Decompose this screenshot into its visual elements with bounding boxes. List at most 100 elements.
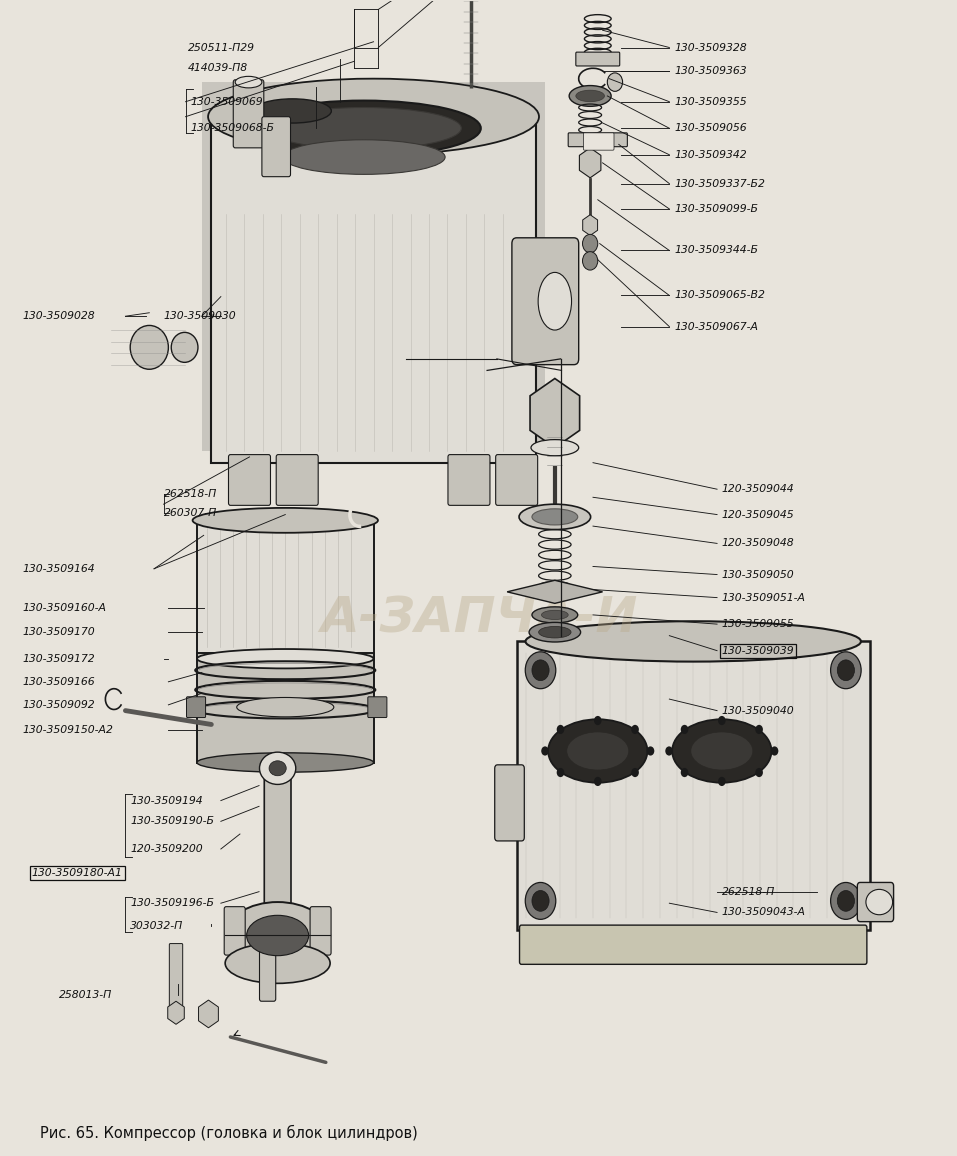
Circle shape	[831, 652, 861, 689]
Circle shape	[557, 768, 565, 777]
FancyBboxPatch shape	[367, 697, 387, 718]
Text: 130-3509164: 130-3509164	[22, 564, 95, 573]
Ellipse shape	[208, 79, 539, 155]
Ellipse shape	[532, 607, 578, 623]
Text: 130-3509363: 130-3509363	[674, 66, 746, 75]
Circle shape	[680, 725, 688, 734]
Ellipse shape	[267, 108, 461, 149]
Ellipse shape	[254, 98, 331, 123]
FancyBboxPatch shape	[197, 520, 373, 659]
Circle shape	[542, 747, 549, 756]
FancyBboxPatch shape	[517, 642, 870, 929]
FancyBboxPatch shape	[259, 929, 276, 1001]
Circle shape	[770, 747, 778, 756]
FancyBboxPatch shape	[211, 117, 536, 462]
Circle shape	[837, 660, 855, 681]
Ellipse shape	[672, 719, 771, 783]
Ellipse shape	[576, 90, 605, 102]
Ellipse shape	[192, 507, 378, 533]
Circle shape	[632, 725, 639, 734]
Text: 130-3509172: 130-3509172	[22, 654, 95, 664]
Circle shape	[583, 235, 598, 253]
FancyBboxPatch shape	[520, 925, 867, 964]
Text: Рис. 65. Компрессор (головка и блок цилиндров): Рис. 65. Компрессор (головка и блок цили…	[39, 1125, 417, 1141]
Text: 130-3509166: 130-3509166	[22, 676, 95, 687]
FancyBboxPatch shape	[169, 943, 183, 1009]
Text: 130-3509069: 130-3509069	[190, 97, 263, 106]
Text: 303032-П: 303032-П	[130, 921, 184, 932]
Text: 130-3509092: 130-3509092	[22, 699, 95, 710]
Ellipse shape	[569, 86, 612, 106]
Circle shape	[837, 890, 855, 911]
FancyBboxPatch shape	[187, 697, 206, 718]
Text: 130-3509056: 130-3509056	[674, 124, 746, 133]
Text: 414039-П8: 414039-П8	[188, 64, 248, 73]
FancyBboxPatch shape	[584, 133, 614, 150]
FancyBboxPatch shape	[576, 52, 620, 66]
Text: 250511-П29: 250511-П29	[188, 43, 255, 52]
Ellipse shape	[259, 753, 296, 785]
Ellipse shape	[247, 101, 480, 156]
Text: 262518-П: 262518-П	[722, 887, 775, 897]
Text: 262518-П: 262518-П	[164, 489, 217, 499]
Text: 130-3509355: 130-3509355	[674, 97, 746, 106]
Text: 120-3509048: 120-3509048	[722, 539, 794, 548]
FancyBboxPatch shape	[495, 765, 524, 840]
Text: 130-3509150-А2: 130-3509150-А2	[22, 725, 113, 735]
FancyBboxPatch shape	[229, 454, 271, 505]
FancyBboxPatch shape	[568, 133, 628, 147]
Text: 130-3509180-А1: 130-3509180-А1	[32, 868, 122, 879]
Circle shape	[755, 725, 763, 734]
Text: 258013-П: 258013-П	[58, 991, 112, 1000]
Ellipse shape	[548, 719, 647, 783]
Circle shape	[532, 890, 549, 911]
FancyBboxPatch shape	[496, 454, 538, 505]
Ellipse shape	[866, 889, 893, 914]
Circle shape	[755, 768, 763, 777]
Ellipse shape	[283, 140, 445, 175]
FancyBboxPatch shape	[448, 454, 490, 505]
Polygon shape	[507, 580, 603, 603]
Text: 130-3509196-Б: 130-3509196-Б	[130, 898, 214, 909]
FancyBboxPatch shape	[234, 80, 264, 148]
Ellipse shape	[539, 627, 571, 638]
Text: 130-3509043-А: 130-3509043-А	[722, 907, 806, 918]
Circle shape	[647, 747, 655, 756]
Text: 130-3509328: 130-3509328	[674, 43, 746, 52]
Text: 130-3509190-Б: 130-3509190-Б	[130, 816, 214, 827]
Ellipse shape	[542, 610, 568, 620]
Ellipse shape	[225, 943, 330, 984]
Ellipse shape	[531, 439, 579, 455]
Text: 260307-П: 260307-П	[164, 509, 217, 518]
Ellipse shape	[532, 509, 578, 525]
FancyBboxPatch shape	[224, 906, 245, 955]
Circle shape	[557, 725, 565, 734]
Circle shape	[525, 882, 556, 919]
Circle shape	[525, 652, 556, 689]
Text: 130-3509068-Б: 130-3509068-Б	[190, 124, 275, 133]
Text: 130-3509030: 130-3509030	[164, 311, 236, 321]
Circle shape	[532, 660, 549, 681]
Text: 130-3509051-А: 130-3509051-А	[722, 593, 806, 602]
Circle shape	[680, 768, 688, 777]
Ellipse shape	[225, 902, 330, 969]
Circle shape	[831, 882, 861, 919]
Ellipse shape	[235, 76, 262, 88]
FancyBboxPatch shape	[197, 653, 373, 763]
FancyBboxPatch shape	[310, 906, 331, 955]
Ellipse shape	[236, 697, 334, 717]
Ellipse shape	[525, 621, 861, 661]
Text: 130-3509028: 130-3509028	[22, 311, 95, 321]
Circle shape	[594, 777, 602, 786]
Ellipse shape	[529, 622, 581, 642]
FancyBboxPatch shape	[202, 82, 545, 451]
Ellipse shape	[130, 326, 168, 369]
Text: 130-3509050: 130-3509050	[722, 570, 794, 579]
Ellipse shape	[538, 273, 571, 331]
Text: 130-3509039: 130-3509039	[722, 646, 794, 655]
Text: 120-3509200: 120-3509200	[130, 844, 203, 854]
Text: 130-3509160-А: 130-3509160-А	[22, 603, 106, 613]
FancyBboxPatch shape	[277, 454, 318, 505]
Ellipse shape	[247, 916, 309, 956]
Text: 130-3509194: 130-3509194	[130, 795, 203, 806]
